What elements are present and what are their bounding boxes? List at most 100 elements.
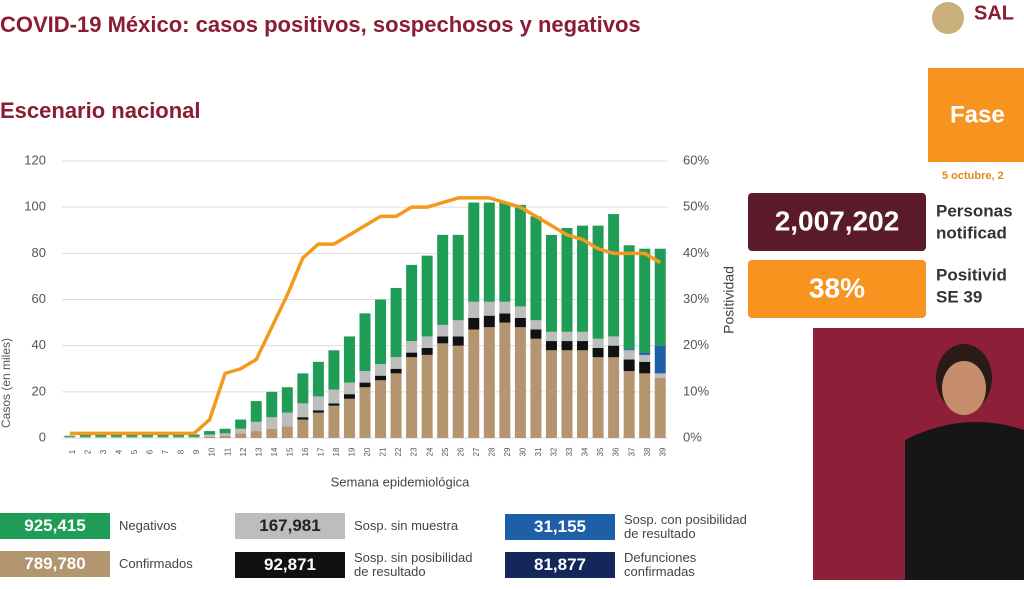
interpreter-face <box>942 361 986 415</box>
bar-segment <box>343 398 355 438</box>
bar-segment <box>328 403 340 406</box>
x-tick-label: 13 <box>254 447 263 456</box>
bar-segment <box>390 287 402 358</box>
bar-segment <box>312 412 324 438</box>
bar-segment <box>499 202 511 302</box>
positivity-label: Positivid <box>936 265 1007 284</box>
x-tick-label: 25 <box>441 447 450 456</box>
y2-tick-label: 10% <box>683 383 709 398</box>
bar-segment <box>359 371 371 383</box>
bar-segment <box>530 216 542 321</box>
bar-segment <box>297 373 309 404</box>
bar-segment <box>654 248 666 346</box>
bar-segment <box>266 428 278 438</box>
bar-segment <box>235 428 247 434</box>
bar-segment <box>437 343 449 438</box>
bar-segment <box>64 436 76 438</box>
positivity-line <box>69 196 662 436</box>
bar-segment <box>623 359 635 372</box>
bar-segment <box>343 336 355 383</box>
x-tick-label: 1 <box>68 449 77 454</box>
x-tick-label: 18 <box>332 447 341 456</box>
x-tick-label: 5 <box>130 449 139 454</box>
bar-segment <box>530 320 542 330</box>
bar-segment <box>204 431 216 435</box>
bar-segment <box>608 357 620 438</box>
bar-segment <box>375 299 387 365</box>
x-tick-label: 24 <box>425 447 434 456</box>
legend-item: 789,780 Confirmados <box>0 551 254 577</box>
bar-segment <box>452 345 464 438</box>
bar-segment <box>328 350 340 390</box>
bar-segment <box>561 341 573 351</box>
legend-item: 167,981 Sosp. sin muestra <box>235 513 489 539</box>
phase-box <box>928 68 1024 162</box>
bar-segment <box>499 301 511 314</box>
bar-segment <box>79 436 91 438</box>
legend-total: 92,871 <box>235 552 345 578</box>
bar-segment <box>64 435 76 437</box>
x-tick-label: 9 <box>192 449 201 454</box>
bar-segment <box>328 405 340 438</box>
x-tick-label: 7 <box>161 449 170 454</box>
legend-item: 81,877 Defunciones confirmadas <box>505 551 759 579</box>
x-tick-label: 22 <box>394 447 403 456</box>
legend-label: Confirmados <box>119 556 193 571</box>
bar-segment <box>545 234 557 332</box>
bar-segment <box>390 368 402 374</box>
legend-item: 925,415 Negativos <box>0 513 254 539</box>
legend-total: 167,981 <box>235 513 345 539</box>
bar-segment <box>188 436 200 438</box>
bar-segment <box>359 382 371 388</box>
logo-seal <box>932 2 964 34</box>
bar-segment <box>592 357 604 438</box>
logo: SAL <box>974 2 1014 24</box>
bar-segment <box>126 436 138 438</box>
x-tick-label: 23 <box>410 447 419 456</box>
bar-segment <box>157 434 169 437</box>
bar-segment <box>390 357 402 369</box>
bar-segment <box>375 375 387 381</box>
bar-segment <box>608 345 620 358</box>
legend-item: 92,871 Sosp. sin posibilidad de resultado <box>235 551 489 579</box>
bar-segment <box>421 255 433 337</box>
bar-segment <box>110 436 122 438</box>
bar-segment <box>639 373 651 438</box>
notified-box <box>748 193 926 251</box>
bar-segment <box>577 225 589 332</box>
bar-segment <box>608 214 620 337</box>
legend-label: Defunciones confirmadas <box>624 550 697 579</box>
x-tick-label: 20 <box>363 447 372 456</box>
bar-segment <box>514 327 526 438</box>
bar-segment <box>406 264 418 342</box>
bar-segment <box>173 434 185 437</box>
bar-segment <box>452 320 464 337</box>
x-tick-label: 31 <box>534 447 543 456</box>
phase: Fase <box>950 101 1005 128</box>
bar-segment <box>592 225 604 339</box>
y-tick-label: 120 <box>24 152 46 167</box>
y-tick-label: 80 <box>32 245 46 260</box>
bar-segment <box>514 317 526 328</box>
bar-segment <box>437 234 449 325</box>
legend-label: Sosp. sin muestra <box>354 518 459 533</box>
x-tick-label: 10 <box>208 447 217 456</box>
bar-segment <box>577 331 589 342</box>
x-tick-label: 34 <box>581 447 590 456</box>
bar-segment <box>639 354 651 362</box>
bar-segment <box>530 338 542 438</box>
bar-segment <box>157 436 169 438</box>
bar-segment <box>483 202 495 302</box>
positivity-box <box>748 260 926 318</box>
y2-tick-label: 40% <box>683 245 709 260</box>
subtitle: Escenario nacional <box>0 98 201 123</box>
notified-label: Personas <box>936 201 1013 220</box>
bar-segment <box>343 394 355 399</box>
bar-segment <box>623 371 635 438</box>
x-tick-label: 33 <box>565 447 574 456</box>
x-tick-label: 38 <box>643 447 652 456</box>
bar-segment <box>468 317 480 330</box>
bar-segment <box>266 391 278 418</box>
x-tick-label: 29 <box>503 447 512 456</box>
